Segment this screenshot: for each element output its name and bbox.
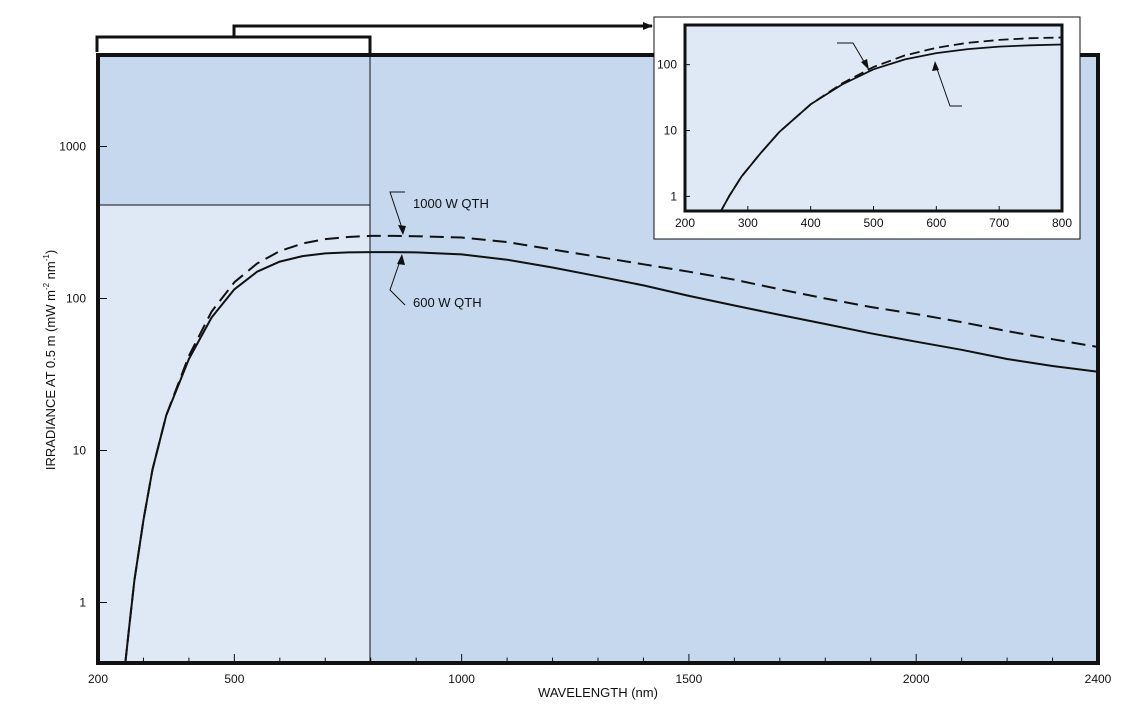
label-600w: 600 W QTH	[389, 254, 482, 310]
label-600w-text: 600 W QTH	[413, 295, 482, 310]
inset-series-600w-line	[719, 43, 1062, 211]
visible-range-highlight	[97, 204, 371, 664]
zoom-bracket	[95, 35, 372, 55]
inset-x-tick-label: 800	[1052, 216, 1072, 230]
y-axis-title: IRRADIANCE AT 0.5 m (mW m-2 nm-1)	[42, 250, 58, 470]
inset-arrowhead-1000w	[861, 59, 869, 70]
zoom-arrow	[232, 22, 653, 37]
inset-label-1000w	[837, 42, 869, 70]
inset-y-tick-label: 1	[670, 189, 677, 203]
inset-x-tick-label: 200	[675, 216, 695, 230]
label-1000w: 1000 W QTH	[389, 191, 489, 235]
inset-arrowhead-600w	[932, 61, 939, 71]
inset-chart: 200 300 400 500 600 700 800 1 10 100	[653, 16, 1081, 240]
inset-x-tick-label: 300	[738, 216, 758, 230]
label-1000w-text: 1000 W QTH	[413, 196, 489, 211]
main-y-tick-label: 10	[73, 444, 87, 458]
main-x-tick-label: 200	[88, 672, 108, 686]
arrowhead-600w	[397, 254, 405, 265]
inset-y-tick-label: 10	[664, 124, 678, 138]
main-y-tick-label: 100	[66, 292, 86, 306]
main-x-tick-label: 2000	[903, 672, 930, 686]
main-x-tick-label: 1000	[448, 672, 475, 686]
inset-x-tick-label: 500	[863, 216, 883, 230]
main-y-tick-label: 1000	[59, 140, 86, 154]
arrowhead-1000w	[398, 225, 406, 235]
main-y-tick-label: 1	[79, 596, 86, 610]
inset-leader-600w	[935, 65, 962, 107]
inset-x-tick-label: 700	[989, 216, 1009, 230]
main-x-tick-label: 1500	[676, 672, 703, 686]
inset-x-tick-label: 600	[926, 216, 946, 230]
leader-1000w	[389, 191, 405, 232]
inset-y-tick-label: 100	[657, 58, 677, 72]
inset-label-600w	[932, 61, 962, 107]
inset-x-tick-label: 400	[801, 216, 821, 230]
main-x-tick-label: 500	[224, 672, 244, 686]
leader-600w	[389, 257, 406, 306]
main-series-600w-line	[124, 251, 1098, 663]
main-x-tick-label: 2400	[1085, 672, 1112, 686]
x-axis-title: WAVELENGTH (nm)	[538, 685, 658, 700]
inset-leader-1000w	[837, 42, 867, 66]
inset-plot-background	[685, 25, 1062, 211]
